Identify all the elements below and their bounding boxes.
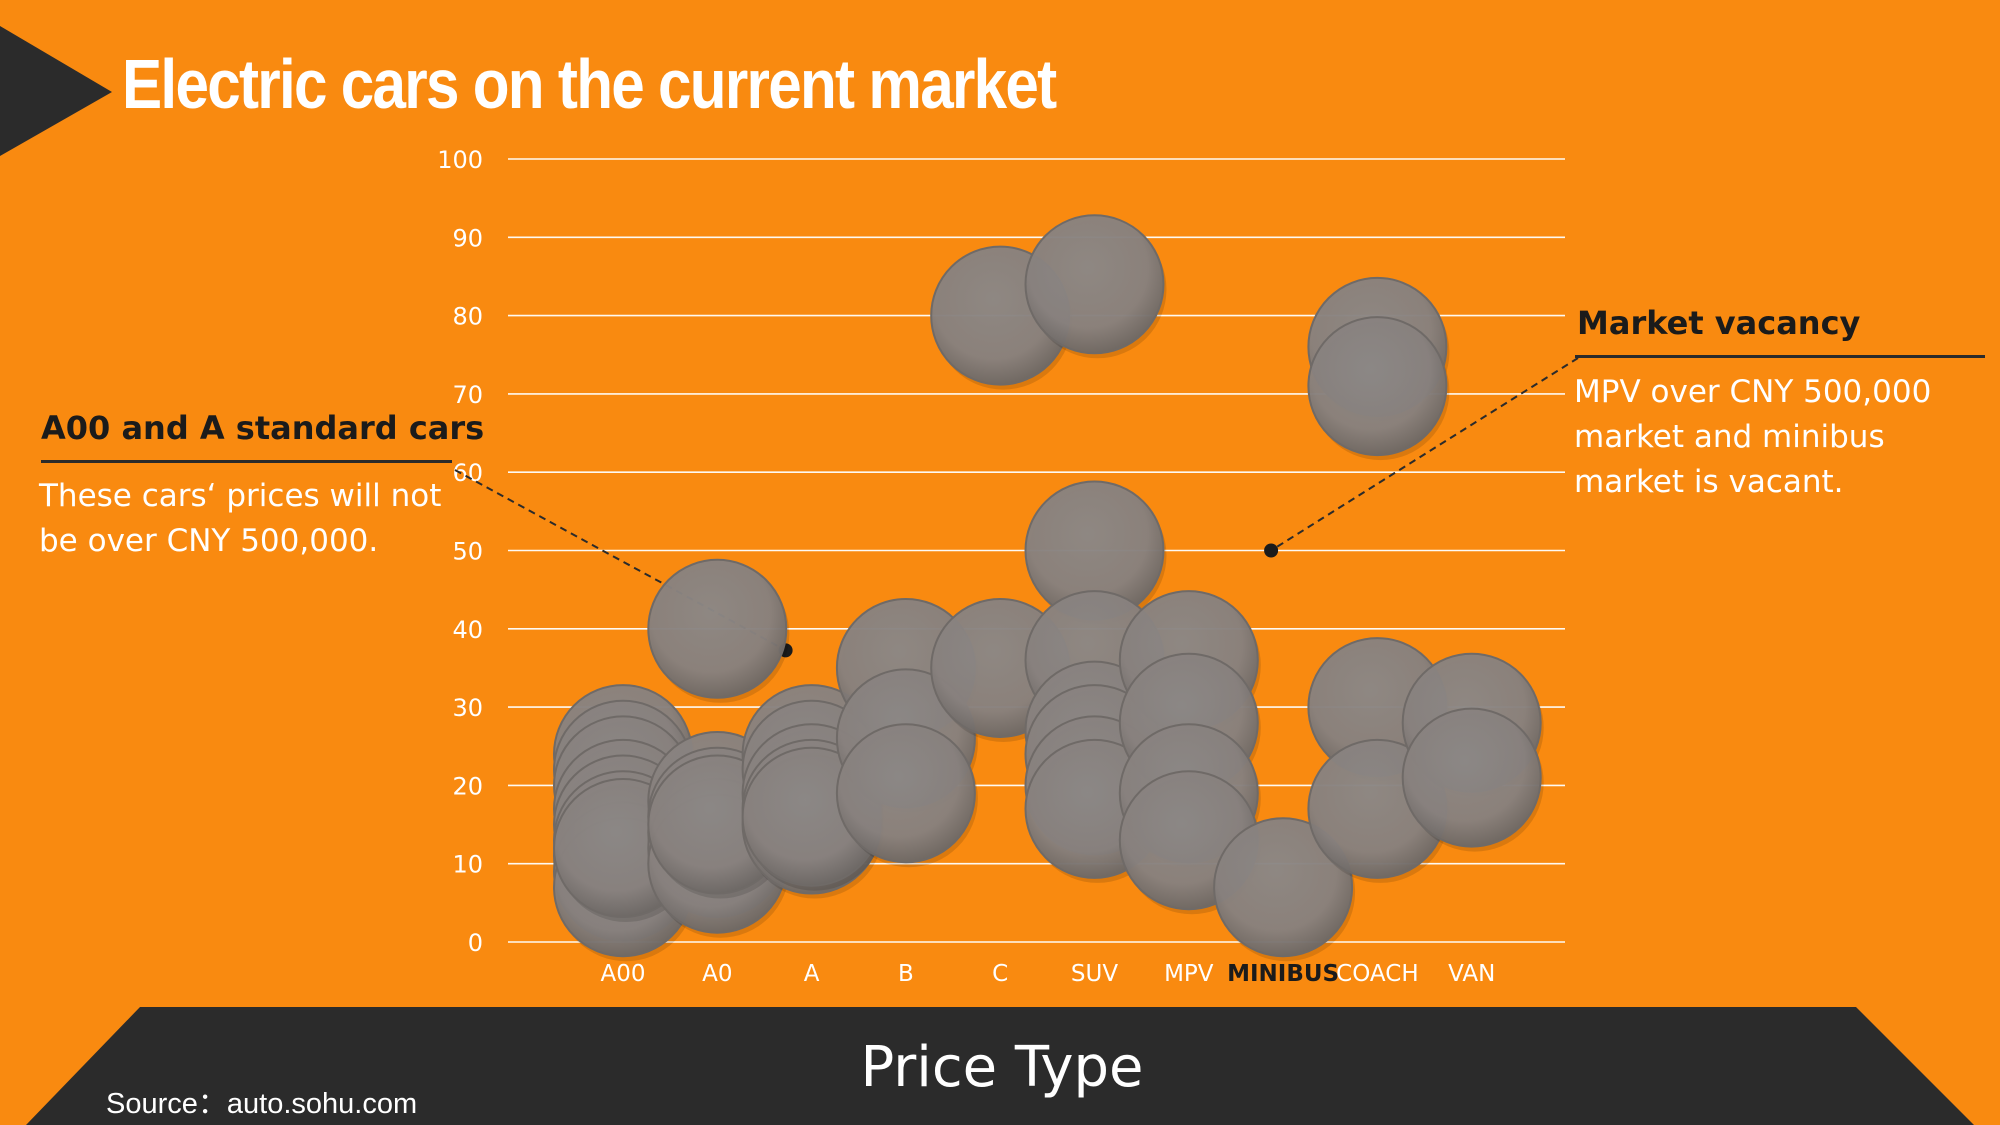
x-tick-label-a0: A0 xyxy=(702,961,732,987)
bubble-suv xyxy=(1024,214,1165,355)
y-tick-label: 70 xyxy=(452,381,483,409)
y-tick-label: 20 xyxy=(452,772,483,800)
bubbles xyxy=(553,214,1544,962)
annotation-left-rule xyxy=(41,460,452,463)
annotation-left-body: These cars‘ prices will not be over CNY … xyxy=(39,478,442,559)
bottom-band xyxy=(26,1007,1974,1125)
bubble-minibus xyxy=(1213,817,1354,958)
bubble-b xyxy=(835,723,976,864)
bubble-coach xyxy=(1307,316,1448,457)
x-tick-label-mpv: MPV xyxy=(1164,961,1214,987)
y-tick-label: 30 xyxy=(452,694,483,722)
y-tick-label: 0 xyxy=(468,929,483,957)
page-title: Electric cars on the current market xyxy=(122,45,1057,123)
x-tick-label-van: VAN xyxy=(1448,961,1495,987)
x-tick-label-b: B xyxy=(898,961,914,987)
x-tick-label-minibus: MINIBUS xyxy=(1227,961,1339,987)
x-tick-label-a00: A00 xyxy=(600,961,645,987)
x-tick-label-suv: SUV xyxy=(1071,961,1118,987)
annotation-left-title: A00 and A standard cars xyxy=(41,409,485,447)
x-tick-label-coach: COACH xyxy=(1336,961,1418,987)
bubble-van xyxy=(1401,707,1542,848)
y-tick-label: 50 xyxy=(452,538,483,566)
x-tick-label-c: C xyxy=(992,961,1008,987)
annotation-right-title: Market vacancy xyxy=(1577,304,1861,342)
y-tick-label: 80 xyxy=(452,303,483,331)
leader-line-right xyxy=(1270,357,1579,552)
y-tick-label: 40 xyxy=(452,616,483,644)
y-tick-label: 90 xyxy=(452,224,483,252)
bubble-a0 xyxy=(647,558,788,699)
annotation-right-rule xyxy=(1575,355,1985,358)
annotation-right-body: MPV over CNY 500,000 market and minibus … xyxy=(1574,374,1932,500)
source-note: Source：auto.sohu.com xyxy=(106,1088,418,1120)
annotation-point-right xyxy=(1264,543,1279,558)
x-axis-label: Price Type xyxy=(860,1035,1144,1100)
x-tick-label-a: A xyxy=(804,961,820,987)
y-tick-label: 10 xyxy=(452,851,483,879)
corner-triangle xyxy=(0,26,112,156)
y-tick-label: 100 xyxy=(437,146,483,174)
